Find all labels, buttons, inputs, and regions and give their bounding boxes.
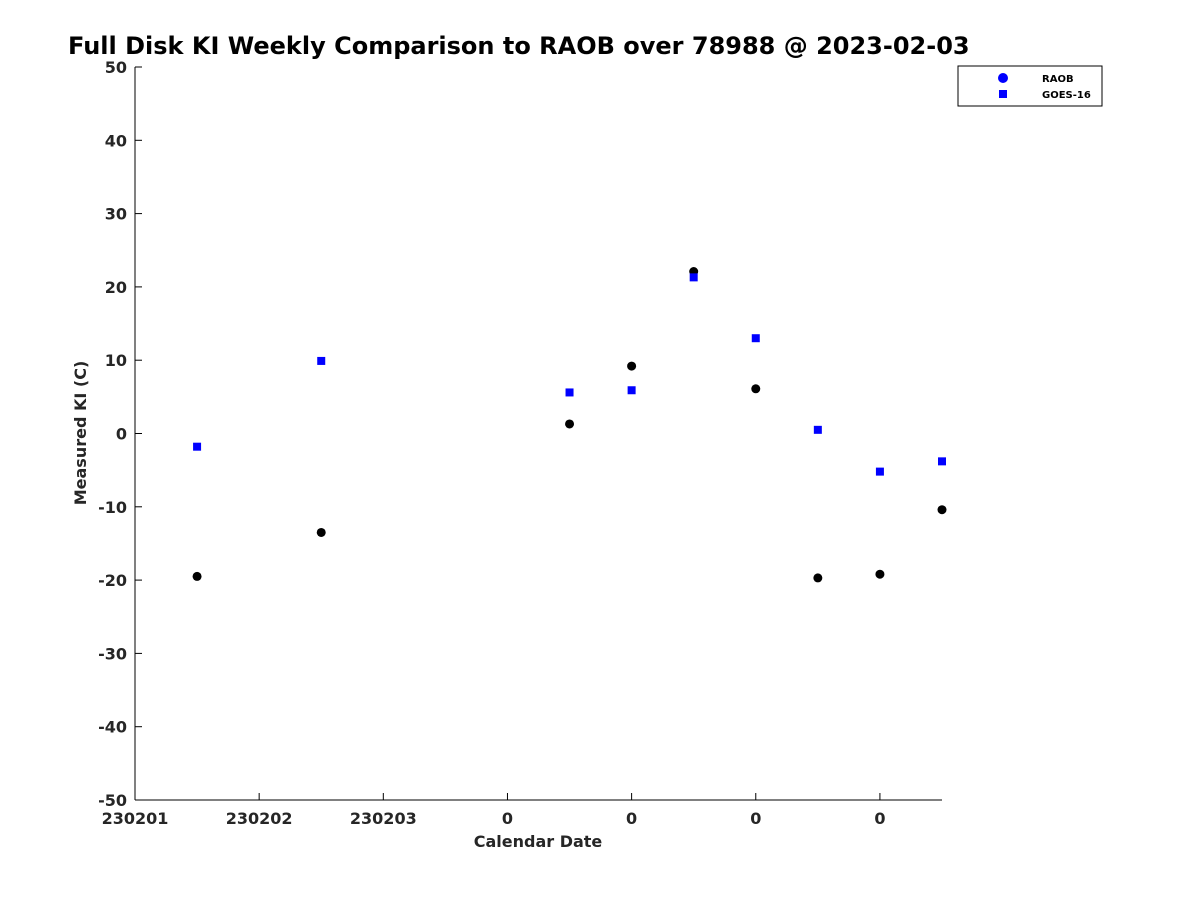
x-tick-label: 0: [750, 809, 761, 828]
y-tick-label: 30: [105, 205, 127, 224]
goes-16-point: [317, 356, 326, 365]
chart-title: Full Disk KI Weekly Comparison to RAOB o…: [68, 32, 970, 60]
raob-point: [875, 569, 885, 579]
y-tick-label: -20: [98, 571, 127, 590]
y-tick-label: -10: [98, 498, 127, 517]
y-ticks: -50 -40 -30 -20 -10 0 10 20 30 40 50: [98, 58, 142, 810]
y-tick-label: 40: [105, 131, 127, 150]
legend-label: RAOB: [1042, 74, 1074, 85]
goes-16-point: [813, 425, 822, 434]
raob-point: [937, 505, 947, 515]
x-axis-label: Calendar Date: [474, 832, 603, 851]
y-tick-label: 0: [116, 425, 127, 444]
raob-point: [813, 573, 823, 583]
raob-point: [192, 571, 202, 581]
goes-16-point: [565, 388, 574, 397]
x-tick-label: 0: [502, 809, 513, 828]
goes-16-point: [627, 386, 636, 395]
legend-marker-raob: [998, 73, 1008, 83]
legend-marker-goes-16: [999, 90, 1007, 98]
y-tick-label: 50: [105, 58, 127, 77]
series-layer: [192, 267, 947, 583]
legend-box: [957, 65, 1103, 107]
goes-16-point: [689, 273, 698, 282]
goes-16-point: [193, 442, 202, 451]
series-raob: [192, 267, 947, 583]
x-tick-label: 230201: [102, 809, 169, 828]
legend-label: GOES-16: [1042, 90, 1091, 101]
raob-point: [627, 361, 637, 371]
raob-point: [565, 419, 575, 429]
x-tick-label: 230203: [350, 809, 417, 828]
y-tick-label: 20: [105, 278, 127, 297]
goes-16-point: [875, 467, 884, 476]
y-axis-label: Measured KI (C): [71, 361, 90, 506]
x-tick-label: 0: [874, 809, 885, 828]
y-tick-label: -40: [98, 718, 127, 737]
y-tick-label: 10: [105, 351, 127, 370]
raob-point: [316, 527, 326, 537]
series-goes-16: [193, 273, 946, 476]
legend: RAOB GOES-16: [957, 65, 1103, 107]
goes-16-point: [751, 334, 760, 343]
x-tick-label: 230202: [226, 809, 293, 828]
goes-16-point: [938, 457, 946, 466]
y-tick-label: -30: [98, 644, 127, 663]
y-tick-label: -50: [98, 791, 127, 810]
raob-point: [751, 384, 761, 394]
x-ticks: 230201 230202 230203 0 0 0 0: [102, 793, 885, 828]
x-tick-label: 0: [626, 809, 637, 828]
